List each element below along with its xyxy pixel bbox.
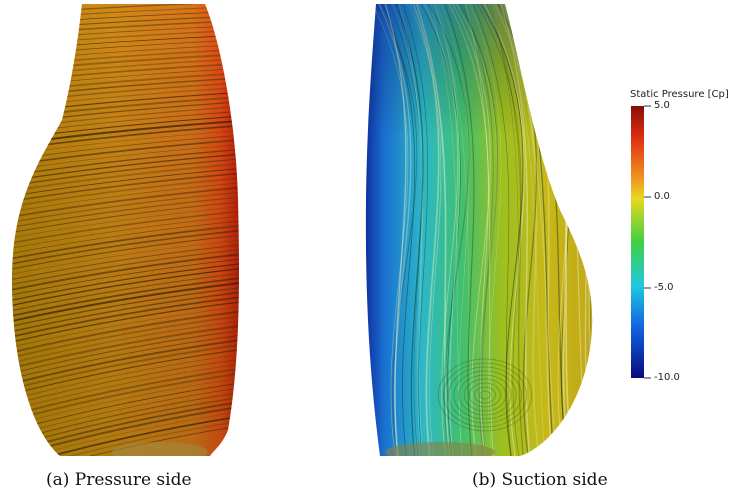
colorbar-gradient	[631, 106, 644, 378]
caption-suction-side: (b) Suction side	[472, 470, 608, 490]
colorbar	[631, 105, 651, 379]
suction-side-blade	[365, 4, 593, 456]
colorbar-tick-label: -10.0	[654, 372, 680, 383]
colorbar-tick-label: -5.0	[654, 282, 674, 293]
caption-pressure-side: (a) Pressure side	[46, 470, 192, 490]
colorbar-tick-label: 5.0	[654, 100, 670, 111]
pressure-side-blade	[12, 4, 239, 456]
colorbar-title: Static Pressure [Cp]	[630, 89, 729, 100]
colorbar-tick-label: 0.0	[654, 191, 670, 202]
